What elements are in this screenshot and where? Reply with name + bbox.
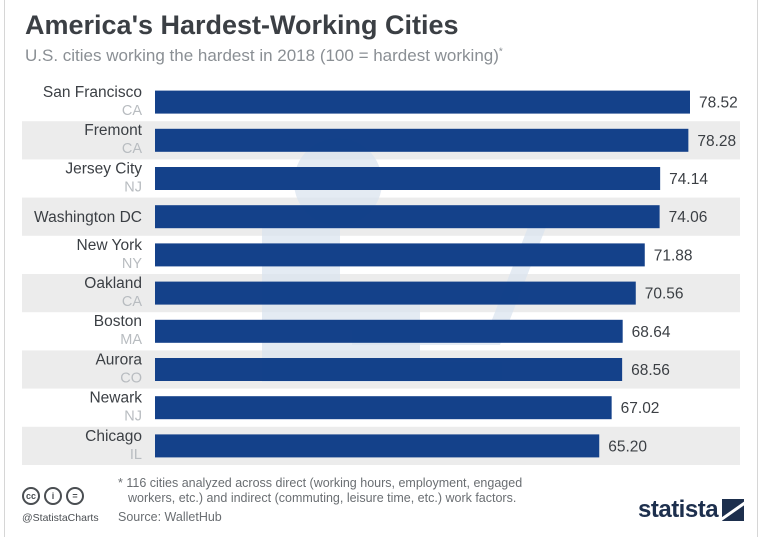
creative-commons-icon: cc [22,487,40,505]
category-label: San Francisco [43,84,142,101]
bar-value-label: 68.56 [631,362,670,379]
state-label: MA [120,332,142,348]
bar-value-label: 74.06 [669,209,708,226]
category-label: Fremont [84,122,142,139]
category-label: Aurora [95,351,142,368]
bar-value-label: 78.28 [697,133,736,150]
state-label: NY [122,256,142,272]
bar-value-label: 71.88 [654,247,693,264]
chart-frame [4,0,758,537]
bar [155,396,612,420]
footnote-line-1: * 116 cities analyzed across direct (wor… [118,476,523,490]
bar [155,205,660,229]
statista-handle: @StatistaCharts [22,512,99,524]
bar-chart: 78.52 San Francisco CA 78.28 Fremont CA 74.14 J… [22,84,740,465]
bar [155,90,690,114]
bar [155,358,623,381]
footnote-line-2: workers, etc.) and indirect (commuting, … [128,491,517,505]
attribution-icon: i [44,487,62,505]
category-label: Washington DC [34,209,142,226]
watermark-laptop-icon [352,222,548,345]
bar-value-label: 78.52 [699,95,738,112]
bar [155,243,645,267]
category-label: New York [77,237,143,254]
source-text: Source: WalletHub [118,510,222,524]
category-label: Newark [89,390,142,407]
chart-title: America's Hardest-Working Cities [25,10,459,40]
bar [155,128,689,152]
bar-value-label: 65.20 [608,438,647,455]
no-derivatives-icon: = [66,487,84,505]
statista-mark-icon [722,499,745,521]
state-label: CA [122,141,142,157]
statista-wordmark: statista [638,496,719,523]
bar-value-label: 67.02 [621,400,660,417]
bar [155,167,661,190]
bar-value-label: 68.64 [632,324,671,341]
state-label: CA [122,294,142,310]
subtitle-footnote-mark: * [498,46,503,58]
bar [155,281,636,305]
state-label: IL [130,447,142,463]
chart-subtitle: U.S. cities working the hardest in 2018 … [25,46,503,66]
category-label: Jersey City [65,160,142,177]
category-label: Oakland [84,275,142,292]
category-label: Boston [94,313,142,330]
bar [155,434,600,458]
bar [155,319,623,343]
footnote: * 116 cities analyzed across direct (wor… [118,476,588,506]
state-label: NJ [124,409,142,425]
statista-logo[interactable]: statista [638,496,745,524]
bar-value-label: 74.14 [669,171,708,188]
state-label: CO [120,370,142,386]
license-icons: cc i = [22,487,84,507]
bar-value-label: 70.56 [645,286,684,303]
state-label: CA [122,103,142,119]
category-label: Chicago [85,428,142,445]
state-label: NJ [124,179,142,195]
subtitle-text: U.S. cities working the hardest in 2018 … [25,46,499,65]
